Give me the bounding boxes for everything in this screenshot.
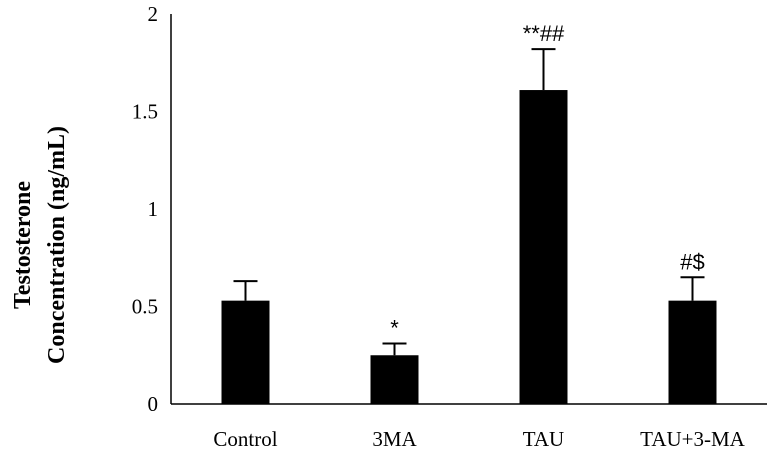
bar-tau (519, 90, 568, 405)
x-category-label: TAU (523, 427, 564, 451)
bar-control (221, 300, 270, 404)
significance-annotation: * (390, 316, 399, 341)
significance-annotation: **## (523, 21, 565, 46)
y-axis-title-line-1: Testosterone (10, 181, 36, 309)
y-axis-title-line-2: Concentration (ng/mL) (44, 126, 70, 364)
significance-annotation: #$ (680, 249, 704, 274)
y-tick-label: 1 (148, 197, 159, 221)
x-category-label: TAU+3-MA (640, 427, 745, 451)
bar-3ma (370, 355, 419, 404)
plot-area: 0 0.5 1 1.5 2 Control * 3MA **## TAU #$ TAU+3-MA (132, 2, 767, 451)
y-tick-label: 2 (148, 2, 159, 26)
y-tick-label: 0.5 (132, 295, 158, 319)
y-tick-label: 0 (148, 392, 159, 416)
y-axis-title: Testosterone Concentration (ng/mL) (10, 126, 70, 364)
y-tick-label: 1.5 (132, 100, 158, 124)
x-category-label: 3MA (372, 427, 417, 451)
bar-tau-3-ma (668, 300, 717, 404)
x-category-label: Control (213, 427, 277, 451)
